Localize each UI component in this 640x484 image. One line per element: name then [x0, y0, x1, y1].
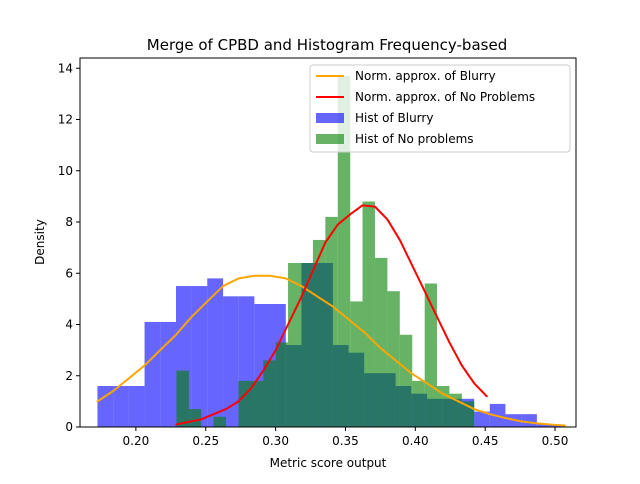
- bar-blurry: [97, 386, 114, 427]
- y-tick-label: 12: [58, 113, 73, 127]
- bar-no-problems: [213, 416, 226, 427]
- normal-curves: [96, 204, 566, 427]
- legend-entry-norm-no-problems-label: Norm. approx. of No Problems: [355, 90, 535, 104]
- x-axis-label: Metric score output: [270, 456, 387, 470]
- plot-frame: [79, 57, 577, 428]
- bar-no-problems: [325, 216, 338, 428]
- y-tick-label: 6: [65, 266, 73, 280]
- bar-no-problems: [300, 263, 313, 427]
- x-tick-label: 0.40: [402, 434, 429, 448]
- bar-no-problems: [350, 301, 363, 427]
- y-axis: 0 2 4 6 8 10 12 14: [58, 61, 80, 434]
- x-axis: 0.20 0.25 0.30 0.35 0.40 0.45 0.50: [123, 427, 569, 448]
- bar-no-problems: [263, 360, 276, 428]
- bar-blurry: [521, 414, 537, 427]
- x-tick-label: 0.25: [192, 434, 219, 448]
- y-tick-label: 2: [65, 369, 73, 383]
- bar-no-problems: [412, 380, 425, 428]
- histogram-no-problems: [176, 75, 475, 428]
- bar-blurry: [207, 278, 224, 428]
- legend-entry-norm-blurry-label: Norm. approx. of Blurry: [355, 69, 496, 83]
- legend-box: [309, 64, 571, 153]
- bar-no-problems: [188, 409, 202, 427]
- line-norm-no-problems: [175, 204, 488, 426]
- line-norm-blurry: [96, 274, 566, 427]
- legend-entry-hist-blurry-label: Hist of Blurry: [355, 111, 433, 125]
- bar-no-problems: [424, 283, 437, 427]
- bar-no-problems: [362, 201, 375, 427]
- bar-blurry: [113, 386, 129, 427]
- y-axis-label: Density: [33, 219, 47, 265]
- legend-entry-hist-no-problems-label: Hist of No problems: [355, 132, 474, 146]
- x-tick-label: 0.50: [542, 434, 569, 448]
- y-tick-label: 0: [65, 420, 73, 434]
- bar-blurry: [191, 286, 208, 427]
- x-tick-label: 0.30: [262, 434, 289, 448]
- bar-no-problems: [337, 75, 351, 427]
- bar-no-problems: [374, 257, 388, 428]
- legend-entry-hist-blurry-swatch: [316, 113, 344, 123]
- x-tick-label: 0.45: [472, 434, 499, 448]
- bar-blurry: [144, 321, 161, 427]
- bar-blurry: [160, 321, 176, 427]
- plot-area: [79, 57, 577, 428]
- bar-no-problems: [275, 342, 289, 427]
- y-tick-label: 10: [58, 164, 73, 178]
- bar-blurry: [223, 296, 239, 427]
- legend-entry-hist-no-problems-swatch: [316, 134, 344, 144]
- x-tick-label: 0.35: [332, 434, 359, 448]
- bar-no-problems: [399, 334, 413, 427]
- y-tick-label: 4: [65, 318, 73, 332]
- bar-no-problems: [238, 380, 251, 428]
- bar-blurry: [128, 386, 145, 427]
- bar-blurry: [474, 411, 490, 428]
- y-tick-label: 14: [58, 61, 73, 75]
- chart-title: Merge of CPBD and Histogram Frequency-ba…: [147, 36, 507, 54]
- bar-no-problems: [288, 263, 301, 427]
- bar-blurry: [536, 424, 553, 427]
- legend: Norm. approx. of Blurry Norm. approx. of …: [309, 64, 571, 153]
- y-tick-label: 8: [65, 215, 73, 229]
- bar-no-problems: [250, 380, 264, 428]
- x-tick-label: 0.20: [123, 434, 150, 448]
- bar-no-problems: [176, 370, 189, 428]
- bar-no-problems: [312, 239, 326, 427]
